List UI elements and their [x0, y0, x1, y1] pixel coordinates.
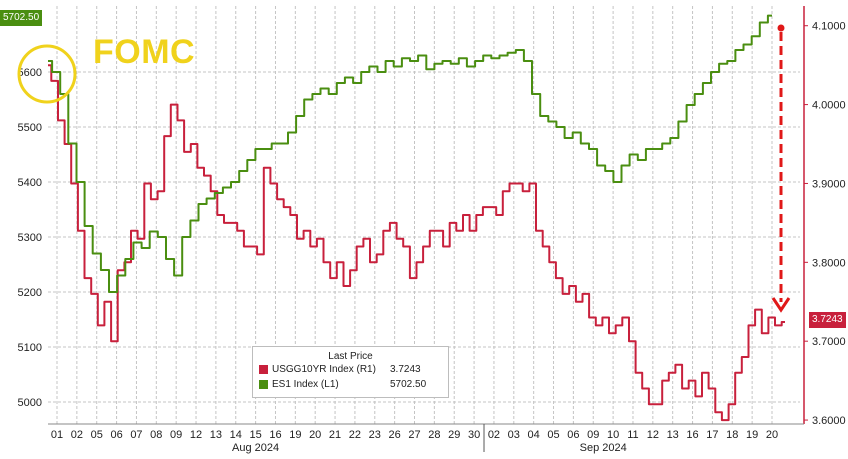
- series-line-yield: [48, 64, 785, 422]
- right-axis-tick-label: 3.9000: [812, 178, 846, 190]
- x-tick-label: 02: [71, 429, 83, 441]
- x-tick-label: 06: [110, 429, 122, 441]
- x-tick-label: 19: [746, 429, 758, 441]
- x-tick-label: 29: [448, 429, 460, 441]
- legend-value-es: 5702.50: [390, 379, 427, 390]
- fomc-annotation-label: FOMC: [93, 33, 196, 71]
- arrow-start-dot: [777, 24, 785, 32]
- x-tick-label: 15: [249, 429, 261, 441]
- arrow-head: [771, 297, 791, 313]
- x-tick-label: 05: [91, 429, 103, 441]
- x-tick-label: 14: [230, 429, 242, 441]
- right-axis-tick-label: 4.1000: [812, 21, 846, 33]
- x-tick-label: 12: [647, 429, 659, 441]
- x-tick-label: 22: [349, 429, 361, 441]
- x-tick-label: 12: [190, 429, 202, 441]
- x-tick-label: 30: [468, 429, 480, 441]
- x-tick-label: 07: [130, 429, 142, 441]
- x-tick-label: 21: [329, 429, 341, 441]
- legend-value-yield: 3.7243: [390, 364, 421, 375]
- right-axis-tick-label: 3.8000: [812, 257, 846, 269]
- x-tick-label: 20: [309, 429, 321, 441]
- x-tick-label: 04: [528, 429, 540, 441]
- x-tick-label: 19: [289, 429, 301, 441]
- x-tick-label: 13: [667, 429, 679, 441]
- x-tick-label: 17: [706, 429, 718, 441]
- x-tick-label: 27: [408, 429, 420, 441]
- x-tick-label: 16: [686, 429, 698, 441]
- x-tick-label: 13: [210, 429, 222, 441]
- month-label-sep: Sep 2024: [580, 442, 627, 454]
- legend-item-es: ES1 Index (L1) 5702.50: [253, 377, 448, 392]
- grid-layer: [48, 6, 800, 424]
- x-tick-label: 09: [170, 429, 182, 441]
- legend-name-es: ES1 Index (L1): [272, 379, 339, 390]
- annotation-layer: [17, 24, 791, 313]
- legend-title: Last Price: [328, 351, 373, 362]
- series-layer: [48, 14, 785, 422]
- series-line-es: [48, 14, 772, 293]
- x-tick-label: 01: [51, 429, 63, 441]
- right-axis-tick-label: 4.0000: [812, 100, 846, 112]
- x-tick-label: 08: [150, 429, 162, 441]
- x-tick-label: 06: [567, 429, 579, 441]
- left-axis-tick-label: 5000: [18, 397, 42, 409]
- left-axis-tick-label: 5300: [18, 232, 42, 244]
- legend-item-yield: USGG10YR Index (R1) 3.7243: [253, 362, 448, 377]
- x-tick-label: 28: [428, 429, 440, 441]
- axis-layer: 01 02 05 06 07 08 09 12 13 14 15 16 19 20 21 22 23 26 27 28…: [18, 6, 846, 454]
- x-tick-label: 09: [587, 429, 599, 441]
- fomc-circle: [17, 44, 77, 104]
- x-tick-label: 16: [269, 429, 281, 441]
- x-tick-label: 26: [389, 429, 401, 441]
- right-axis-tick-label: 3.6000: [812, 415, 846, 427]
- legend-swatch-yield: [259, 365, 268, 374]
- x-tick-label: 10: [607, 429, 619, 441]
- left-axis-tick-label: 5400: [18, 177, 42, 189]
- legend-swatch-es: [259, 380, 268, 389]
- month-label-aug: Aug 2024: [232, 442, 279, 454]
- legend: Last Price USGG10YR Index (R1) 3.7243 ES…: [252, 346, 449, 398]
- x-tick-label: 02: [488, 429, 500, 441]
- x-tick-label: 11: [627, 429, 638, 441]
- x-tick-label: 20: [766, 429, 778, 441]
- x-tick-label: 03: [508, 429, 520, 441]
- left-axis-tick-label: 5200: [18, 287, 42, 299]
- x-tick-label: 05: [547, 429, 559, 441]
- left-axis-tick-label: 5100: [18, 342, 42, 354]
- legend-name-yield: USGG10YR Index (R1): [272, 364, 376, 375]
- left-axis-last-value-tag: 5702.50: [0, 10, 43, 26]
- right-axis-last-value-tag: 3.7243: [809, 312, 846, 328]
- x-tick-label: 18: [726, 429, 738, 441]
- right-axis-tick-label: 3.7000: [812, 336, 846, 348]
- left-axis-tick-label: 5600: [18, 67, 42, 79]
- x-tick-label: 23: [369, 429, 381, 441]
- left-axis-tick-label: 5500: [18, 122, 42, 134]
